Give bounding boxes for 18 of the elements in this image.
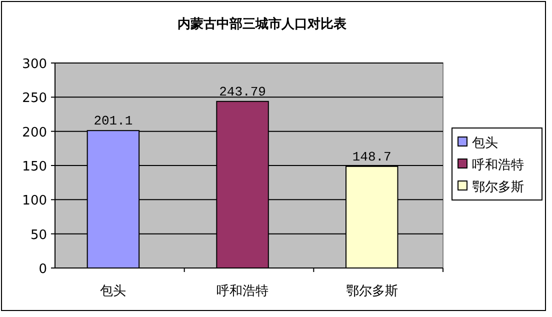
y-tick-label: 50 xyxy=(30,228,47,243)
x-tick-label: 鄂尔多斯 xyxy=(346,284,398,299)
legend-label: 鄂尔多斯 xyxy=(472,180,524,195)
x-tick-label: 呼和浩特 xyxy=(216,284,269,299)
data-label: 243.79 xyxy=(219,84,266,100)
legend: 包头 呼和浩特 鄂尔多斯 xyxy=(452,128,542,200)
y-tick-label: 150 xyxy=(22,160,47,174)
y-tick-label: 200 xyxy=(22,125,47,140)
data-label: 201.1 xyxy=(94,114,133,129)
legend-label: 呼和浩特 xyxy=(472,158,524,173)
x-tick-label: 包头 xyxy=(100,284,126,299)
y-tick-label: 100 xyxy=(22,194,47,209)
y-tick-label: 300 xyxy=(22,57,47,72)
chart-title: 内蒙古中部三城市人口对比表 xyxy=(178,16,348,32)
data-label: 148.7 xyxy=(352,149,392,164)
y-tick-label: 250 xyxy=(22,91,47,106)
y-tick-label: 0 xyxy=(38,262,47,277)
legend-label: 包头 xyxy=(472,136,498,151)
